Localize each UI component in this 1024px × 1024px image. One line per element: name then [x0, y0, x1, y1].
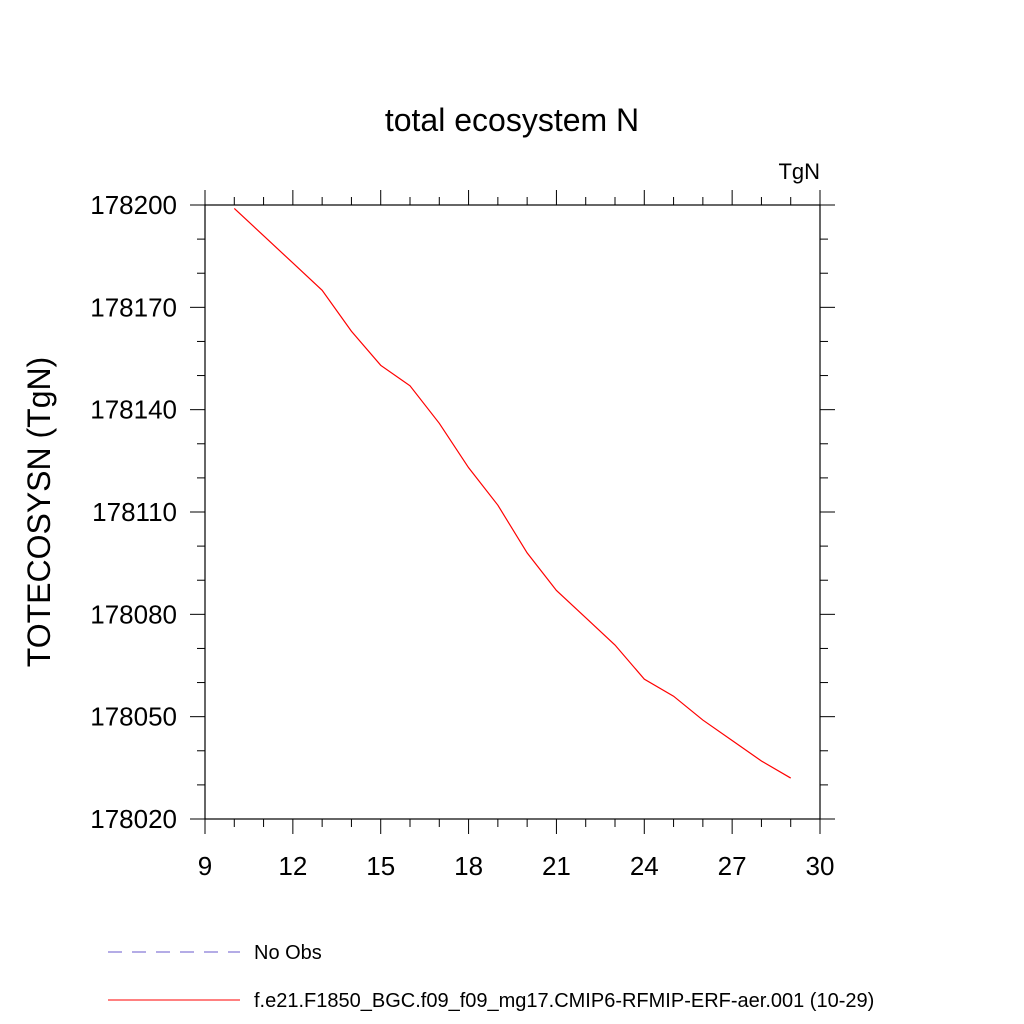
y-tick-label: 178080 [90, 599, 177, 629]
legend: No Obs f.e21.F1850_BGC.f09_f09_mg17.CMIP6… [108, 942, 874, 1012]
y-tick-label: 178140 [90, 395, 177, 425]
series-line-1 [233, 207, 792, 779]
y-tick-label: 178020 [90, 804, 177, 834]
axis-ticks: 9 12 15 18 21 24 27 30 178020 178050 178080 178110 1… [90, 190, 835, 881]
plot-border [204, 204, 821, 820]
x-tick-label: 30 [806, 851, 835, 881]
legend-label-0: No Obs [254, 942, 322, 964]
chart-title: total ecosystem N [385, 102, 639, 138]
y-tick-label: 178050 [90, 702, 177, 732]
plot-frame [204, 204, 821, 820]
y-tick-label: 178170 [90, 292, 177, 322]
x-tick-label: 12 [278, 851, 307, 881]
x-tick-label: 27 [718, 851, 747, 881]
x-tick-label: 9 [198, 851, 212, 881]
y-tick-label: 178200 [90, 190, 177, 220]
series-layer [233, 207, 792, 779]
x-tick-label: 24 [630, 851, 659, 881]
x-tick-label: 21 [542, 851, 571, 881]
legend-label-1: f.e21.F1850_BGC.f09_f09_mg17.CMIP6-RFMIP… [254, 990, 874, 1012]
units-label: TgN [778, 159, 820, 184]
x-tick-label: 18 [454, 851, 483, 881]
x-tick-label: 15 [366, 851, 395, 881]
y-axis-label: TOTECOSYSN (TgN) [21, 357, 57, 668]
y-tick-label: 178110 [92, 497, 177, 527]
